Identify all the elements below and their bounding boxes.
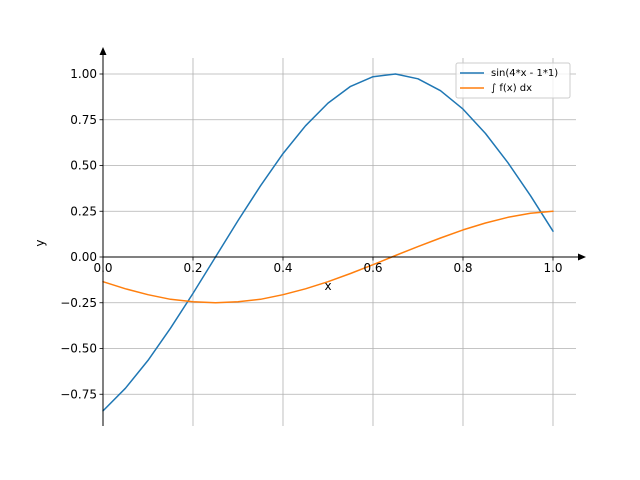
x-tick-label: 0.0 xyxy=(93,261,112,275)
y-tick-label: 0.50 xyxy=(70,159,97,173)
y-tick-label: 0.00 xyxy=(70,250,97,264)
axes xyxy=(99,47,586,426)
x-tick-label: 0.6 xyxy=(363,261,382,275)
y-tick-label: 0.75 xyxy=(70,113,97,127)
x-tick-label: 0.8 xyxy=(453,261,472,275)
y-tick-label: 0.25 xyxy=(70,204,97,218)
y-axis-label: y xyxy=(33,239,47,246)
y-tick-label: −0.75 xyxy=(60,387,97,401)
legend: sin(4*x - 1*1) ∫ f(x) dx xyxy=(455,62,571,99)
y-tick-label: −0.25 xyxy=(60,296,97,310)
series-lines xyxy=(102,73,554,412)
x-axis-arrow xyxy=(578,253,586,261)
legend-label-0: sin(4*x - 1*1) xyxy=(491,68,558,79)
grid xyxy=(102,58,576,426)
x-tick-label: 0.4 xyxy=(273,261,292,275)
x-tick-label: 0.2 xyxy=(183,261,202,275)
y-tick-label: −0.50 xyxy=(60,342,97,356)
x-axis-label: x xyxy=(324,279,331,293)
series-line-1 xyxy=(102,210,554,304)
y-tick-label: 1.00 xyxy=(70,67,97,81)
legend-label-1: ∫ f(x) dx xyxy=(491,83,532,94)
x-tick-label: 1.0 xyxy=(543,261,562,275)
legend-box xyxy=(455,62,571,99)
tick-labels: 0.0 0.2 0.4 0.6 0.8 1.0 −0.75 −0.50 −0.25 0.00 0.2… xyxy=(60,67,562,401)
y-axis-arrow xyxy=(99,47,107,55)
series-line-0 xyxy=(102,73,554,412)
